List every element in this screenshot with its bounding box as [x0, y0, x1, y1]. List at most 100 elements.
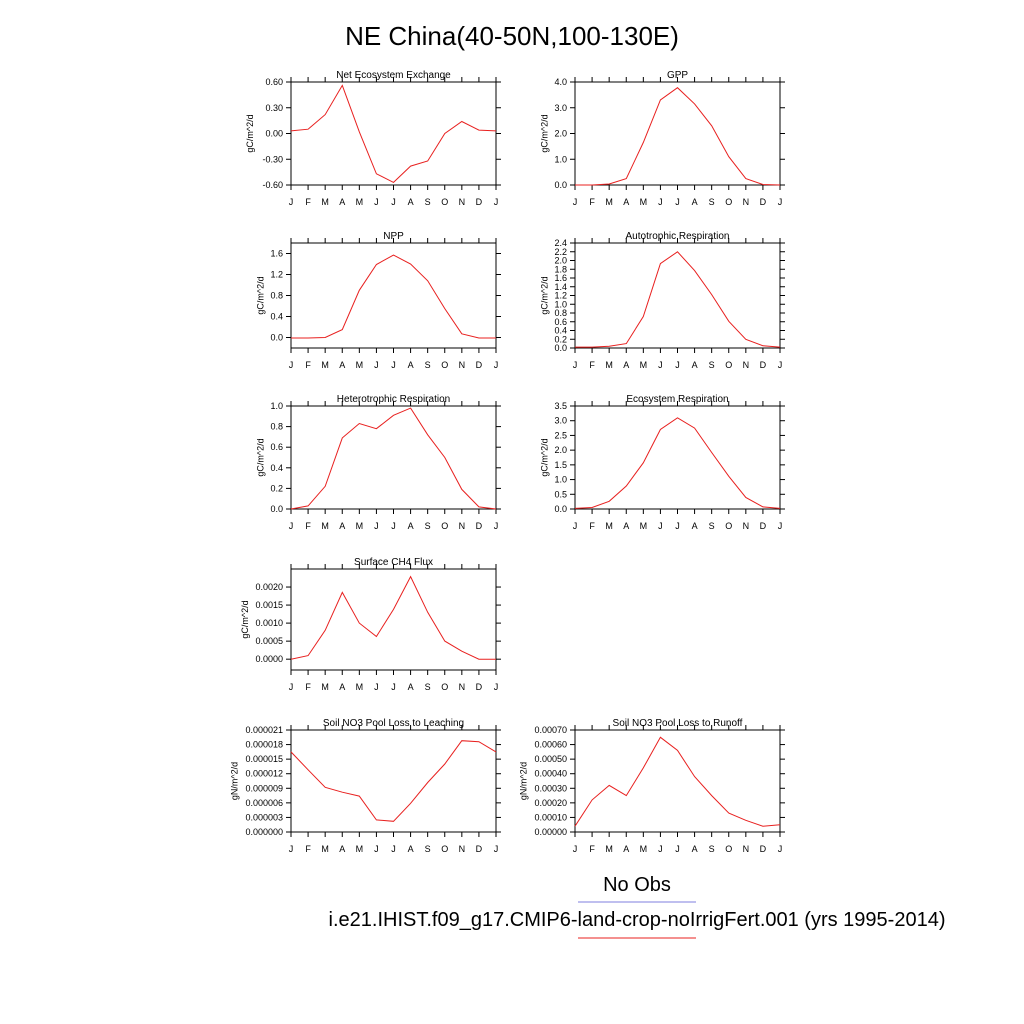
x-tick-label: N — [459, 682, 466, 692]
x-tick-label: M — [605, 360, 613, 370]
x-tick-label: S — [709, 521, 715, 531]
y-tick-label: -0.30 — [262, 154, 283, 164]
x-tick-label: J — [675, 844, 680, 854]
series-line — [290, 740, 497, 822]
x-tick-label: O — [725, 521, 732, 531]
x-tick-label: A — [623, 360, 629, 370]
y-tick-label: 1.6 — [270, 249, 283, 259]
series-line — [574, 736, 781, 827]
y-tick-label: 0.0 — [554, 504, 567, 514]
y-axis-label: gN/m^2/d — [519, 762, 529, 800]
x-tick-label: D — [476, 197, 483, 207]
y-tick-label: 0.000006 — [245, 798, 283, 808]
x-tick-label: A — [339, 360, 345, 370]
y-tick-label: 0.2 — [270, 483, 283, 493]
x-tick-label: D — [760, 197, 767, 207]
x-tick-label: F — [589, 197, 595, 207]
x-tick-label: J — [573, 360, 578, 370]
x-tick-label: J — [573, 844, 578, 854]
x-tick-label: A — [408, 360, 414, 370]
x-tick-label: A — [408, 197, 414, 207]
panel-title: Ecosystem Respiration — [626, 394, 728, 405]
y-axis-label: gC/m^2/d — [255, 438, 265, 476]
x-tick-label: M — [321, 197, 329, 207]
x-tick-label: O — [725, 360, 732, 370]
y-tick-label: 0.8 — [270, 422, 283, 432]
x-tick-label: J — [374, 360, 379, 370]
x-tick-label: J — [658, 360, 663, 370]
y-tick-label: 0.00050 — [534, 754, 567, 764]
x-tick-label: F — [589, 521, 595, 531]
x-tick-label: S — [709, 197, 715, 207]
y-tick-label: 0.0020 — [255, 582, 283, 592]
y-tick-label: 0.8 — [270, 291, 283, 301]
series-line — [290, 407, 497, 510]
y-tick-label: 0.000018 — [245, 740, 283, 750]
y-tick-label: 1.0 — [270, 401, 283, 411]
y-tick-label: 0.00010 — [534, 812, 567, 822]
x-tick-label: N — [743, 844, 750, 854]
y-tick-label: 0.00070 — [534, 725, 567, 735]
y-tick-label: 0.00030 — [534, 783, 567, 793]
panel-title: Surface CH4 Flux — [354, 557, 433, 568]
x-tick-label: J — [391, 521, 396, 531]
x-tick-label: M — [605, 197, 613, 207]
x-tick-label: S — [709, 360, 715, 370]
x-tick-label: M — [605, 521, 613, 531]
x-tick-label: A — [339, 521, 345, 531]
y-axis-label: gC/m^2/d — [539, 276, 549, 314]
x-tick-label: N — [459, 521, 466, 531]
y-tick-label: 0.0 — [270, 333, 283, 343]
x-tick-label: O — [725, 197, 732, 207]
x-tick-label: J — [391, 682, 396, 692]
plot-frame — [574, 729, 781, 833]
x-tick-label: A — [692, 197, 698, 207]
x-tick-label: J — [374, 682, 379, 692]
x-tick-label: J — [658, 844, 663, 854]
x-tick-label: F — [305, 844, 311, 854]
x-tick-label: J — [675, 521, 680, 531]
x-tick-label: F — [305, 197, 311, 207]
x-tick-label: F — [305, 521, 311, 531]
y-tick-label: 0.2 — [554, 334, 567, 344]
panel-title: GPP — [667, 70, 688, 81]
series-line — [290, 575, 496, 660]
x-tick-label: J — [494, 682, 499, 692]
x-tick-label: A — [339, 197, 345, 207]
x-tick-label: A — [408, 521, 414, 531]
y-axis-label: gC/m^2/d — [539, 114, 549, 152]
x-tick-label: D — [476, 360, 483, 370]
x-tick-label: N — [743, 197, 750, 207]
plot-frame — [574, 242, 781, 349]
y-axis-label: gC/m^2/d — [255, 276, 265, 314]
x-tick-label: M — [640, 197, 648, 207]
x-tick-label: J — [289, 360, 294, 370]
x-tick-label: J — [289, 682, 294, 692]
x-tick-label: J — [494, 197, 499, 207]
y-tick-label: 1.2 — [554, 291, 567, 301]
x-tick-label: O — [441, 197, 448, 207]
x-tick-label: F — [305, 360, 311, 370]
y-tick-label: 3.5 — [554, 401, 567, 411]
x-tick-label: M — [321, 360, 329, 370]
panel-title: NPP — [383, 231, 404, 242]
panel-title: Autotrophic Respiration — [626, 231, 730, 242]
x-tick-label: J — [391, 844, 396, 854]
y-tick-label: 4.0 — [554, 77, 567, 87]
x-tick-label: N — [743, 521, 750, 531]
x-tick-label: J — [494, 521, 499, 531]
y-tick-label: 1.2 — [270, 270, 283, 280]
x-tick-label: M — [640, 844, 648, 854]
x-tick-label: J — [289, 844, 294, 854]
y-tick-label: 0.0010 — [255, 618, 283, 628]
x-tick-label: J — [289, 197, 294, 207]
y-tick-label: 0.6 — [270, 442, 283, 452]
x-tick-label: J — [374, 521, 379, 531]
y-tick-label: 2.2 — [554, 247, 567, 257]
